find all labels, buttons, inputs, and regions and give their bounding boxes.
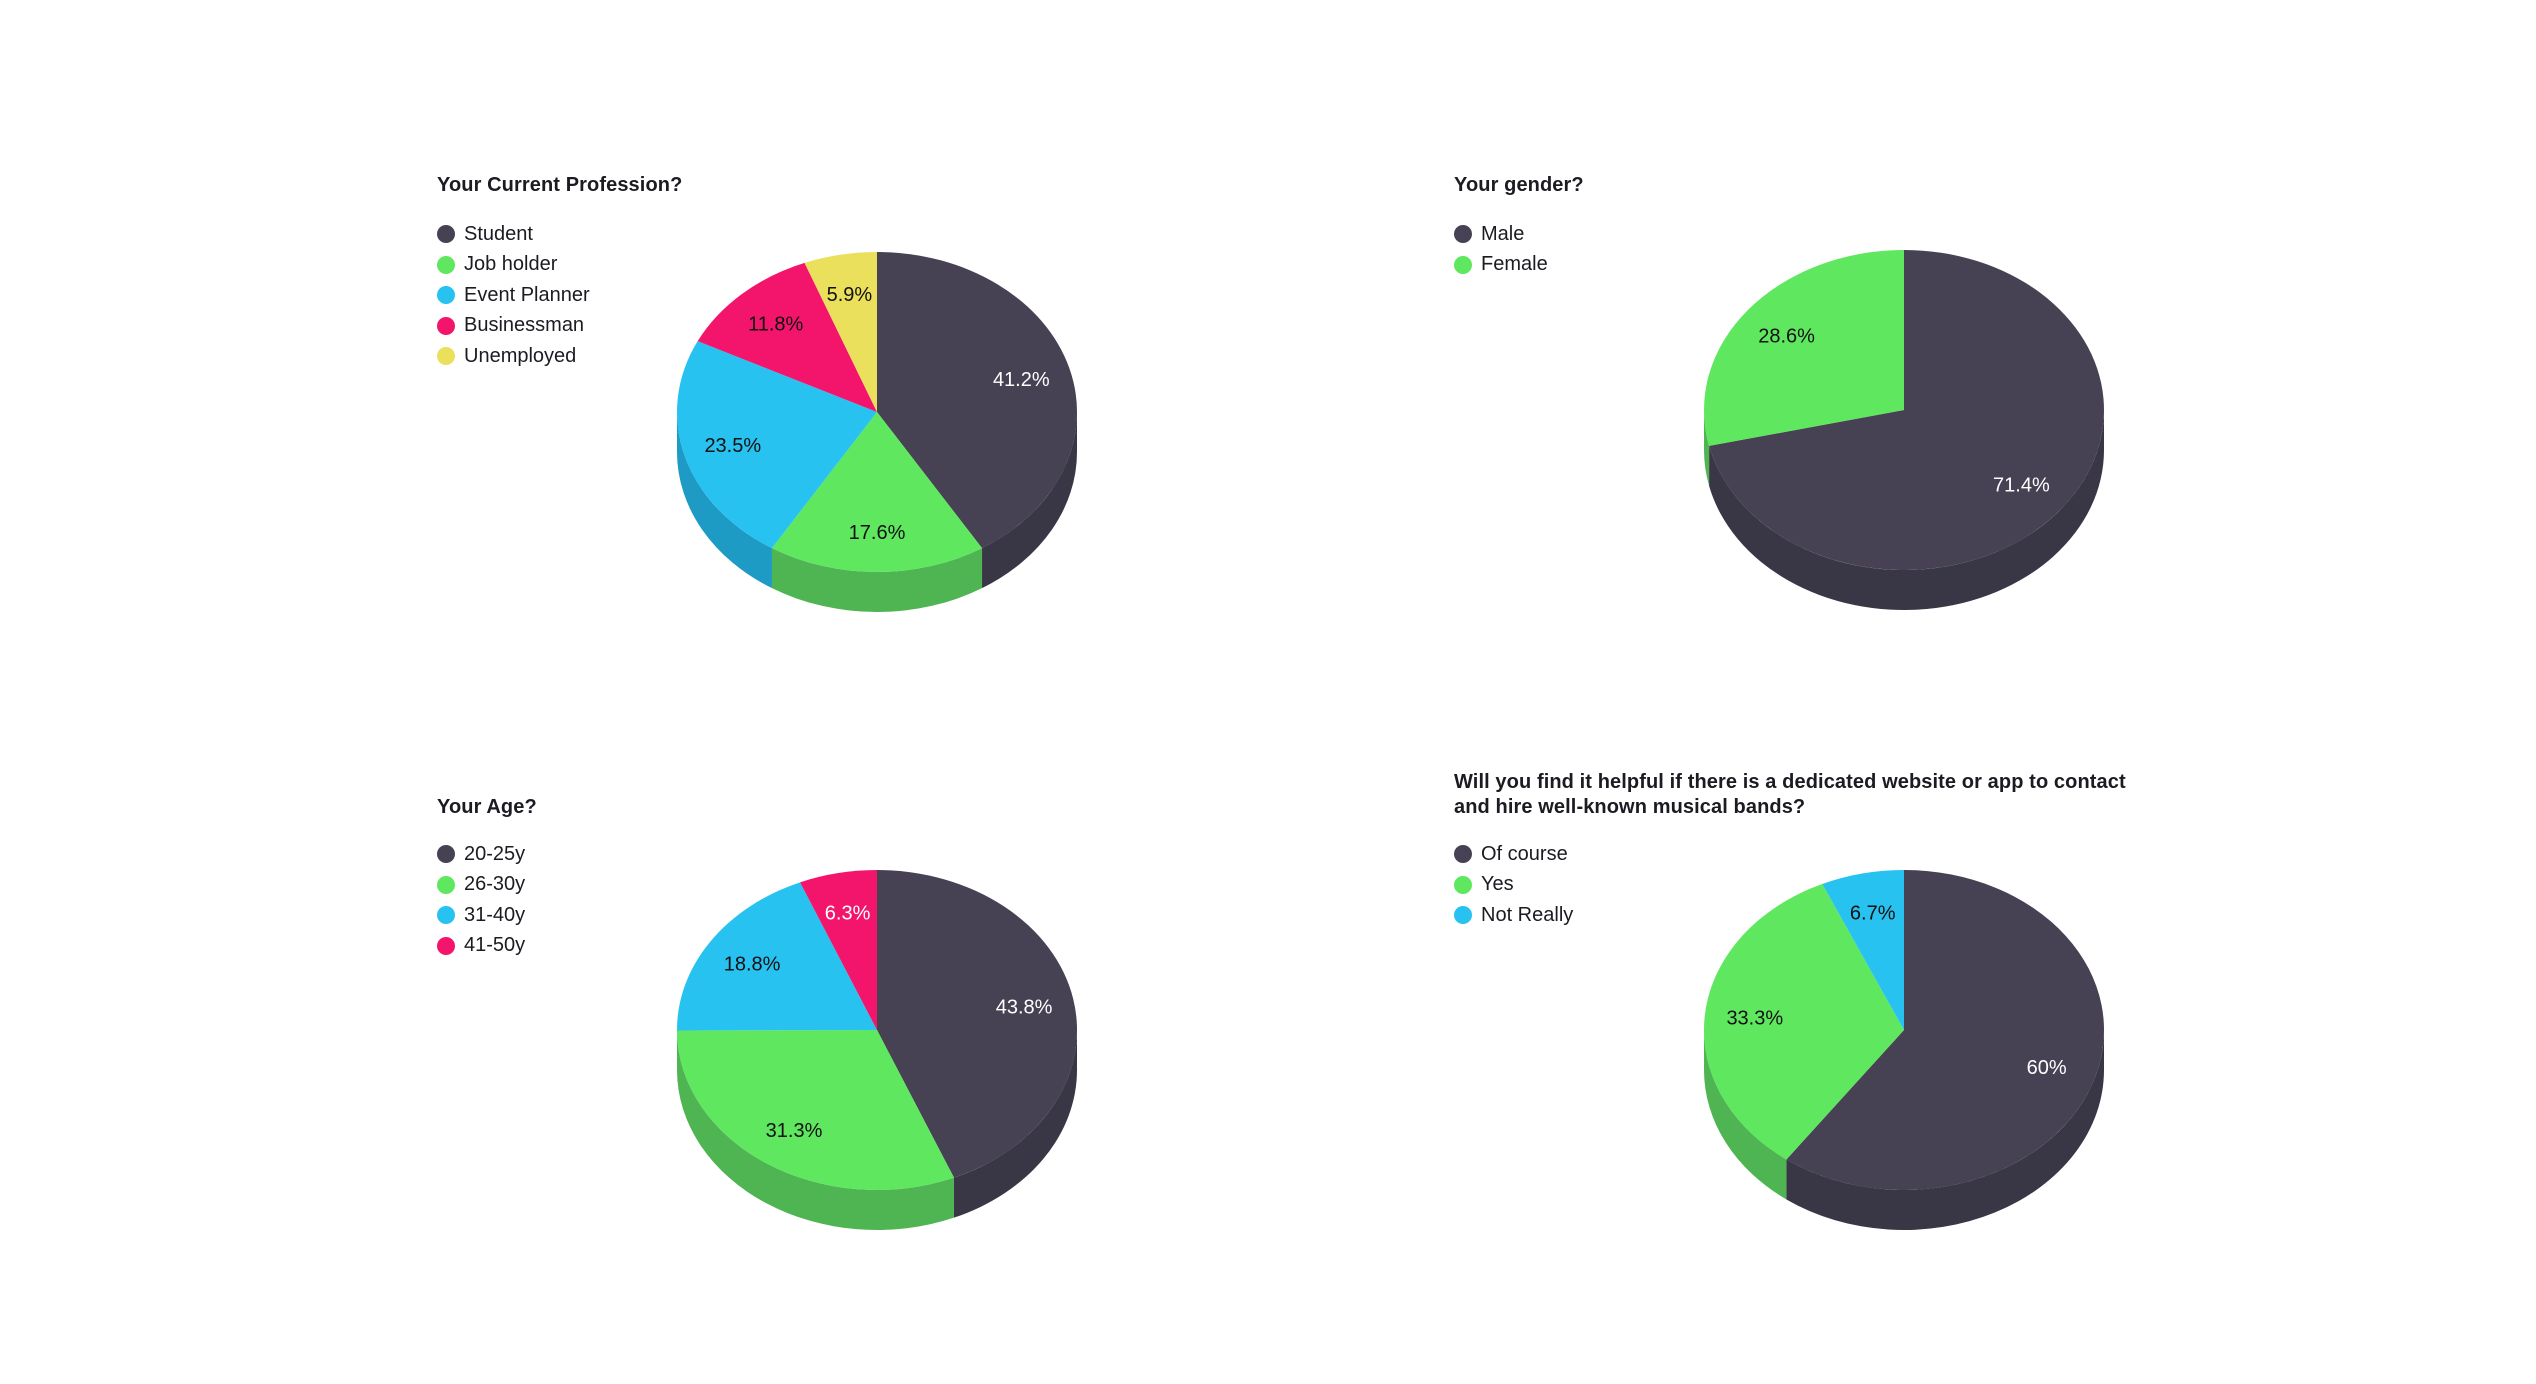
chart-title: Your gender? [1454,174,1584,196]
pie-slice-unemployed[interactable] [804,252,877,412]
legend-label: Not Really [1481,903,1574,926]
pie-value-label-26-30y: 31.3% [766,1120,823,1142]
legend: Student Job holder Event Planner Businessma… [437,219,590,372]
legend-label: Businessman [464,314,585,337]
legend-item-job-holder[interactable]: Job holder [437,250,590,281]
legend-label: Unemployed [464,344,577,367]
legend-item-31-40y[interactable]: 31-40y [437,900,525,931]
legend-swatch-icon [1454,225,1472,244]
pie-value-label-not-really: 6.7% [1850,903,1896,925]
legend-swatch-icon [437,316,455,335]
pie-value-label-businessman: 11.8% [748,314,803,336]
legend-label: 31-40y [464,903,526,926]
legend-item-41-50y[interactable]: 41-50y [437,931,525,962]
legend-swatch-icon [1454,875,1472,894]
legend-label: Of course [1481,842,1568,865]
legend-swatch-icon [437,845,455,864]
pie-slice-side-yes [1704,1030,1787,1200]
legend-swatch-icon [437,225,455,244]
pie-slice-20-25y[interactable] [877,870,1078,1178]
pie-value-label-31-40y: 18.8% [724,954,781,976]
legend-swatch-icon [437,347,455,366]
pie-slice-businessman[interactable] [697,262,877,412]
pie-slice-not-really[interactable] [1822,870,1904,1030]
pie-slice-26-30y[interactable] [677,1030,954,1191]
legend-label: Male [1481,222,1525,245]
pie-value-label-male: 71.4% [1993,475,2050,497]
legend-label: Job holder [464,253,558,276]
pie-slice-yes[interactable] [1704,883,1904,1160]
legend-swatch-icon [437,286,455,305]
legend: Male Female [1454,219,1548,280]
legend-swatch-icon [437,906,455,925]
pie-value-label-student: 41.2% [993,369,1050,391]
legend-swatch-icon [1454,845,1472,864]
pie-slice-job-holder[interactable] [771,412,983,572]
legend-swatch-icon [437,936,455,955]
chart-title: Your Current Profession? [437,174,683,196]
legend-item-unemployed[interactable]: Unemployed [437,341,590,372]
legend-item-26-30y[interactable]: 26-30y [437,870,525,901]
legend-label: Yes [1481,873,1514,896]
legend-item-yes[interactable]: Yes [1454,870,1573,901]
pie-slice-student[interactable] [877,252,1077,549]
pie-slice-side-job-holder [771,548,983,612]
legend-item-student[interactable]: Student [437,219,590,250]
legend-label: 20-25y [464,842,526,865]
pie-value-label-41-50y: 6.3% [825,902,871,924]
pie-chart: 43.8% 31.3% 18.8% 6.3% [676,870,1078,1231]
pie-value-label-job-holder: 17.6% [849,522,906,544]
chart-title: Your Age? [437,796,537,818]
pie-value-label-female: 28.6% [1758,325,1815,347]
legend-swatch-icon [1454,906,1472,925]
pie-slice-41-50y[interactable] [800,870,877,1030]
legend-swatch-icon [1454,255,1472,274]
legend-label: Female [1481,253,1548,276]
chart-gender: Your gender? Male Female 71.4% 28.6% [1454,173,2354,733]
chart-profession: Your Current Profession? Student Job hold… [437,173,1277,733]
pie-slice-side-male [1709,410,2104,611]
legend-label: 41-50y [464,934,526,957]
legend-item-male[interactable]: Male [1454,219,1548,250]
pie-value-label-of-course: 60% [2027,1057,2067,1079]
pie-slice-side-event-planner [677,412,772,589]
legend-item-event-planner[interactable]: Event Planner [437,280,590,311]
legend-swatch-icon [437,255,455,274]
legend-item-female[interactable]: Female [1454,250,1548,281]
legend-item-of-course[interactable]: Of course [1454,839,1573,870]
legend-item-businessman[interactable]: Businessman [437,311,590,342]
pie-slice-side-student [982,412,1077,589]
pie-value-label-event-planner: 23.5% [704,435,761,457]
legend-label: Event Planner [464,283,590,306]
pie-slice-side-of-course [1786,1030,2104,1230]
legend: Of course Yes Not Really [1454,839,1573,931]
legend-item-20-25y[interactable]: 20-25y [437,839,525,870]
chart-helpful-website: Will you find it helpful if there is a d… [1454,770,2354,1350]
pie-chart: 60% 33.3% 6.7% [1704,870,2105,1230]
pie-slice-side-female [1704,410,1710,486]
legend: 20-25y 26-30y 31-40y 41-50y [437,839,525,961]
pie-slice-of-course[interactable] [1786,870,2105,1190]
pie-slice-female[interactable] [1703,250,1904,446]
pie-value-label-unemployed: 5.9% [827,284,873,306]
pie-slice-male[interactable] [1709,250,2104,570]
pie-slice-side-26-30y [677,1030,954,1231]
legend-item-not-really[interactable]: Not Really [1454,900,1573,931]
pie-slice-event-planner[interactable] [677,341,877,549]
legend-label: 26-30y [464,873,526,896]
pie-slice-side-20-25y [953,1030,1077,1218]
pie-slice-31-40y[interactable] [676,882,877,1031]
pie-chart: 41.2% 17.6% 23.5% 11.8% 5.9% [677,252,1077,612]
pie-chart: 71.4% 28.6% [1703,250,2104,611]
pie-value-label-yes: 33.3% [1726,1008,1783,1030]
legend-label: Student [464,222,533,245]
chart-age: Your Age? 20-25y 26-30y 31-40y 41-50y 43.8%… [437,795,1277,1355]
legend-swatch-icon [437,875,455,894]
chart-title: Will you find it helpful if there is a d… [1454,771,2126,818]
pie-value-label-20-25y: 43.8% [996,997,1053,1019]
